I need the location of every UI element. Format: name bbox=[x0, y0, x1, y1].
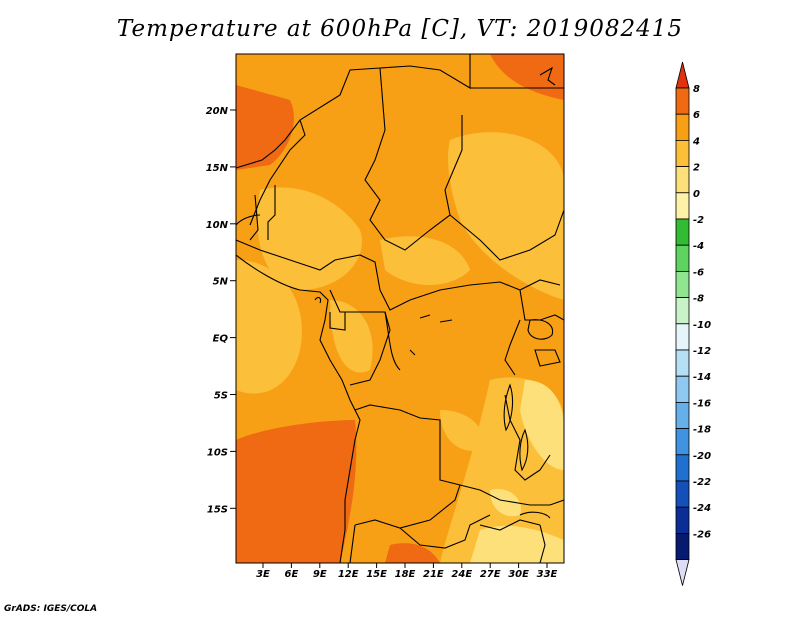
field-zone-pale bbox=[520, 380, 564, 470]
colorbar-segment bbox=[675, 113, 690, 141]
colorbar: 8 6 4 2 0 -2 -4 -6 -8 -10 -12 -14 -16 -18 -20 -22 -24 -26 bbox=[675, 61, 711, 586]
colorbar-label: -26 bbox=[693, 529, 711, 540]
field-zone-pale bbox=[470, 525, 564, 563]
colorbar-segment bbox=[675, 218, 690, 246]
credit-label: GrADS: IGES/COLA bbox=[4, 604, 98, 614]
lat-label: 10S bbox=[207, 447, 228, 458]
colorbar-segment bbox=[675, 401, 690, 429]
country-borders bbox=[236, 54, 564, 563]
lon-label: 18E bbox=[395, 569, 416, 580]
colorbar-segment bbox=[675, 166, 690, 194]
colorbar-segment bbox=[675, 559, 690, 586]
lon-label: 33E bbox=[537, 569, 558, 580]
colorbar-label: -2 bbox=[693, 215, 704, 226]
colorbar-label: -10 bbox=[693, 320, 711, 331]
colorbar-segment bbox=[675, 61, 690, 89]
colorbar-segment bbox=[675, 87, 690, 115]
lat-label: 15N bbox=[206, 163, 229, 174]
colorbar-segment bbox=[675, 323, 690, 351]
field-zone-warm bbox=[236, 85, 294, 170]
colorbar-label: -24 bbox=[693, 503, 711, 514]
lat-label: 5N bbox=[213, 277, 229, 288]
colorbar-segment bbox=[675, 270, 690, 298]
field-zone-light bbox=[257, 187, 362, 290]
colorbar-segment bbox=[675, 375, 690, 403]
colorbar-segment bbox=[675, 192, 690, 220]
colorbar-label: -16 bbox=[693, 398, 711, 409]
colorbar-label: 4 bbox=[692, 136, 700, 147]
colorbar-segment bbox=[675, 297, 690, 325]
colorbar-segment bbox=[675, 139, 690, 167]
colorbar-label: 8 bbox=[693, 84, 700, 95]
lat-label: 10N bbox=[206, 220, 229, 231]
colorbar-label: -8 bbox=[693, 294, 704, 305]
field-zone-light bbox=[448, 132, 564, 300]
map-title: Temperature at 600hPa [C], VT: 201908241… bbox=[116, 16, 684, 42]
plot-frame bbox=[235, 53, 565, 564]
lat-label: 15S bbox=[207, 504, 228, 515]
colorbar-segment bbox=[675, 428, 690, 456]
colorbar-segment bbox=[675, 454, 690, 482]
lon-label: 21E bbox=[423, 569, 444, 580]
lon-label: 9E bbox=[313, 569, 327, 580]
lat-label: 20N bbox=[206, 106, 229, 117]
colorbar-segment bbox=[675, 480, 690, 508]
latitude-axis: 20N 15N 10N 5N EQ 5S 10S 15S bbox=[206, 106, 236, 515]
colorbar-label: -6 bbox=[693, 267, 704, 278]
field-zone-light bbox=[440, 410, 483, 451]
colorbar-segment bbox=[675, 533, 690, 561]
colorbar-label: 0 bbox=[693, 189, 700, 200]
colorbar-label: 2 bbox=[693, 163, 700, 174]
colorbar-segment bbox=[675, 244, 690, 272]
colorbar-segment bbox=[675, 349, 690, 377]
field-zone-warm bbox=[385, 543, 440, 563]
lat-label: 5S bbox=[214, 391, 228, 402]
colorbar-label: -22 bbox=[693, 477, 711, 488]
field-zone-light bbox=[330, 300, 373, 373]
lon-label: 27E bbox=[480, 569, 501, 580]
colorbar-label: 6 bbox=[693, 110, 700, 121]
longitude-axis: 3E 6E 9E 12E 15E 18E 21E 24E 27E 30E 33E bbox=[256, 563, 558, 580]
field-zone-light bbox=[236, 260, 302, 394]
colorbar-label: -14 bbox=[693, 372, 711, 383]
lon-label: 15E bbox=[366, 569, 387, 580]
colorbar-label: -18 bbox=[693, 425, 711, 436]
colorbar-label: -4 bbox=[693, 241, 704, 252]
colorbar-label: -12 bbox=[693, 346, 711, 357]
temperature-field bbox=[236, 54, 564, 563]
colorbar-label: -20 bbox=[693, 451, 711, 462]
lon-label: 24E bbox=[451, 569, 472, 580]
field-zone-pale bbox=[490, 489, 521, 517]
lon-label: 6E bbox=[285, 569, 299, 580]
lon-label: 3E bbox=[256, 569, 270, 580]
field-zone-warm bbox=[236, 420, 357, 563]
colorbar-segment bbox=[675, 506, 690, 534]
lat-label: EQ bbox=[213, 334, 229, 345]
lon-label: 12E bbox=[338, 569, 359, 580]
lon-label: 30E bbox=[508, 569, 529, 580]
